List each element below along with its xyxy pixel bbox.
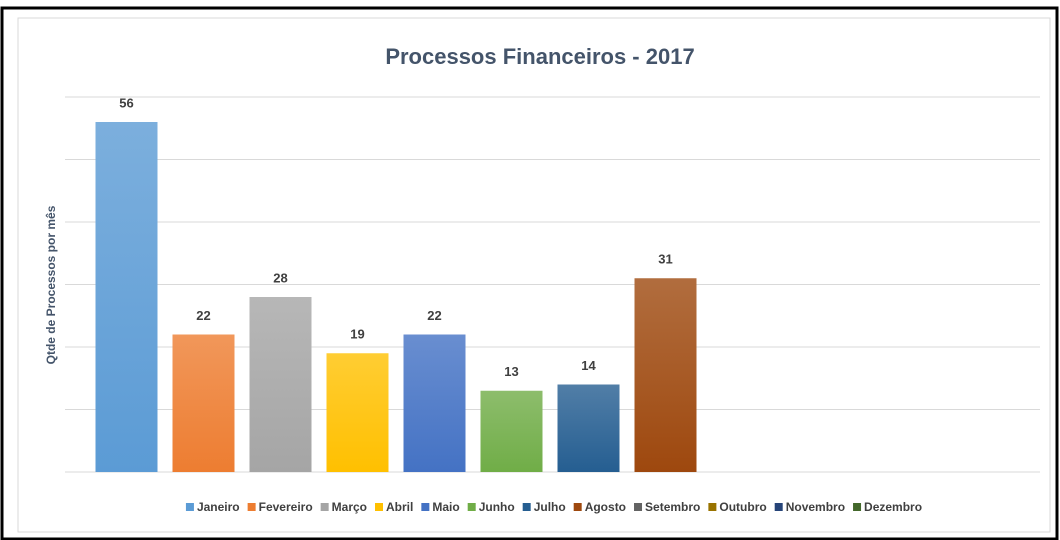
legend-label: Setembro <box>645 500 700 514</box>
legend-label: Maio <box>432 500 459 514</box>
legend-label: Março <box>332 500 367 514</box>
bar <box>634 278 697 472</box>
legend-swatch <box>522 503 531 511</box>
bar <box>95 122 158 472</box>
y-axis-label: Qtde de Processos por mês <box>44 205 58 364</box>
bar <box>557 384 620 472</box>
legend-label: Junho <box>479 500 515 514</box>
bar <box>172 334 235 472</box>
legend-label: Abril <box>386 500 413 514</box>
bar <box>249 297 312 472</box>
chart-title: Processos Financeiros - 2017 <box>385 44 694 69</box>
legend-swatch <box>853 503 862 511</box>
data-label: 13 <box>504 364 518 379</box>
data-label: 31 <box>658 252 672 267</box>
legend-swatch <box>708 503 717 511</box>
legend-label: Janeiro <box>197 500 240 514</box>
legend-label: Dezembro <box>864 500 922 514</box>
legend-label: Agosto <box>585 500 626 514</box>
data-label: 19 <box>350 327 364 342</box>
legend-swatch <box>467 503 476 511</box>
legend-label: Julho <box>534 500 566 514</box>
legend-swatch <box>320 503 329 511</box>
legend-label: Outubro <box>719 500 766 514</box>
bar <box>480 390 543 472</box>
bar <box>326 353 389 472</box>
bar <box>403 334 466 472</box>
legend-swatch <box>634 503 643 511</box>
legend-label: Novembro <box>786 500 845 514</box>
legend-swatch <box>247 503 256 511</box>
legend-swatch <box>421 503 430 511</box>
legend-label: Fevereiro <box>259 500 313 514</box>
data-label: 22 <box>196 308 210 323</box>
legend-swatch <box>774 503 783 511</box>
legend-swatch <box>185 503 194 511</box>
legend-swatch <box>573 503 582 511</box>
data-label: 56 <box>119 95 133 110</box>
data-label: 14 <box>581 358 596 373</box>
legend-swatch <box>375 503 383 511</box>
data-label: 22 <box>427 308 441 323</box>
data-label: 28 <box>273 270 287 285</box>
